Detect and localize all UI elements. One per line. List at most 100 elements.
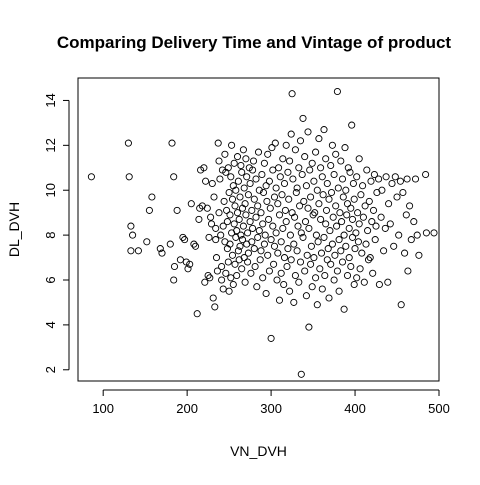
- data-point: [327, 260, 335, 268]
- data-point: [231, 260, 239, 268]
- data-point: [270, 260, 278, 268]
- data-point: [333, 267, 341, 275]
- data-point: [170, 173, 178, 181]
- data-point: [375, 280, 383, 289]
- data-point: [224, 164, 232, 172]
- data-point: [323, 256, 331, 264]
- data-point: [301, 218, 310, 226]
- data-point: [228, 195, 237, 203]
- data-point: [279, 155, 287, 163]
- data-point: [233, 227, 241, 235]
- data-point: [350, 280, 358, 289]
- data-point: [305, 323, 313, 331]
- data-point: [212, 224, 220, 232]
- data-point: [317, 249, 326, 257]
- data-point: [351, 245, 359, 253]
- data-point: [282, 218, 290, 226]
- data-point: [216, 175, 224, 183]
- data-point: [378, 186, 386, 194]
- data-point: [305, 224, 313, 232]
- data-point: [386, 220, 394, 228]
- data-point: [318, 173, 326, 181]
- data-point: [231, 202, 239, 210]
- data-point: [307, 242, 315, 250]
- data-point: [170, 276, 178, 284]
- data-point: [212, 236, 220, 244]
- data-point: [321, 271, 329, 280]
- plot-frame: [77, 77, 440, 382]
- data-point: [325, 294, 333, 302]
- data-point: [342, 242, 350, 250]
- data-point: [295, 164, 303, 172]
- data-point: [264, 251, 272, 259]
- data-point: [339, 193, 347, 201]
- data-point: [236, 193, 244, 201]
- data-point: [238, 168, 246, 176]
- data-point: [353, 173, 361, 181]
- data-point: [296, 202, 304, 210]
- data-point: [129, 231, 137, 239]
- data-point: [357, 191, 365, 199]
- data-point: [223, 206, 231, 214]
- data-point: [297, 370, 305, 378]
- x-tick-label: 200: [176, 401, 198, 416]
- data-point: [264, 150, 272, 158]
- data-point: [382, 173, 390, 181]
- data-point: [283, 262, 291, 271]
- data-point: [325, 195, 333, 203]
- data-point: [293, 184, 301, 192]
- data-point: [345, 224, 353, 232]
- data-point: [286, 287, 294, 295]
- data-point: [380, 247, 388, 255]
- data-point: [241, 200, 249, 208]
- data-point: [327, 188, 336, 197]
- data-point: [284, 168, 292, 176]
- data-point: [254, 202, 262, 210]
- data-point: [341, 144, 349, 152]
- data-point: [279, 224, 287, 232]
- data-point: [368, 218, 376, 226]
- data-point: [336, 209, 344, 217]
- data-point: [348, 121, 356, 129]
- data-point: [343, 200, 352, 208]
- y-axis: 2 4 6 8 10 12 14: [43, 93, 70, 373]
- data-point: [251, 262, 259, 271]
- data-point: [334, 184, 342, 192]
- data-point: [365, 197, 373, 205]
- data-point: [286, 231, 294, 239]
- data-point: [186, 260, 194, 268]
- data-point: [344, 164, 352, 172]
- data-point: [252, 175, 260, 183]
- data-point: [360, 278, 368, 286]
- data-point: [396, 177, 404, 185]
- data-point: [287, 130, 295, 138]
- data-point: [228, 251, 237, 259]
- data-point: [260, 240, 268, 248]
- data-point: [273, 276, 281, 284]
- data-point: [230, 220, 238, 228]
- data-point: [219, 222, 227, 230]
- chart-title: Comparing Delivery Time and Vintage of p…: [57, 33, 452, 52]
- data-point: [229, 280, 237, 289]
- data-point: [244, 191, 252, 199]
- data-point: [410, 218, 418, 226]
- data-point: [369, 269, 377, 277]
- data-point: [270, 193, 279, 201]
- data-point: [430, 229, 438, 237]
- y-tick-label: 8: [43, 231, 58, 238]
- data-point: [348, 233, 357, 241]
- data-point: [367, 177, 375, 185]
- data-point: [369, 206, 378, 214]
- data-point: [176, 256, 184, 264]
- data-point: [338, 258, 347, 266]
- data-point: [202, 177, 210, 185]
- data-point: [306, 166, 314, 174]
- data-point: [148, 193, 156, 201]
- data-point: [210, 193, 218, 201]
- data-point: [277, 238, 285, 246]
- x-axis-label: VN_DVH: [230, 443, 287, 459]
- data-point: [217, 231, 225, 239]
- data-point: [315, 135, 323, 143]
- data-point: [184, 265, 192, 273]
- data-point: [156, 245, 164, 253]
